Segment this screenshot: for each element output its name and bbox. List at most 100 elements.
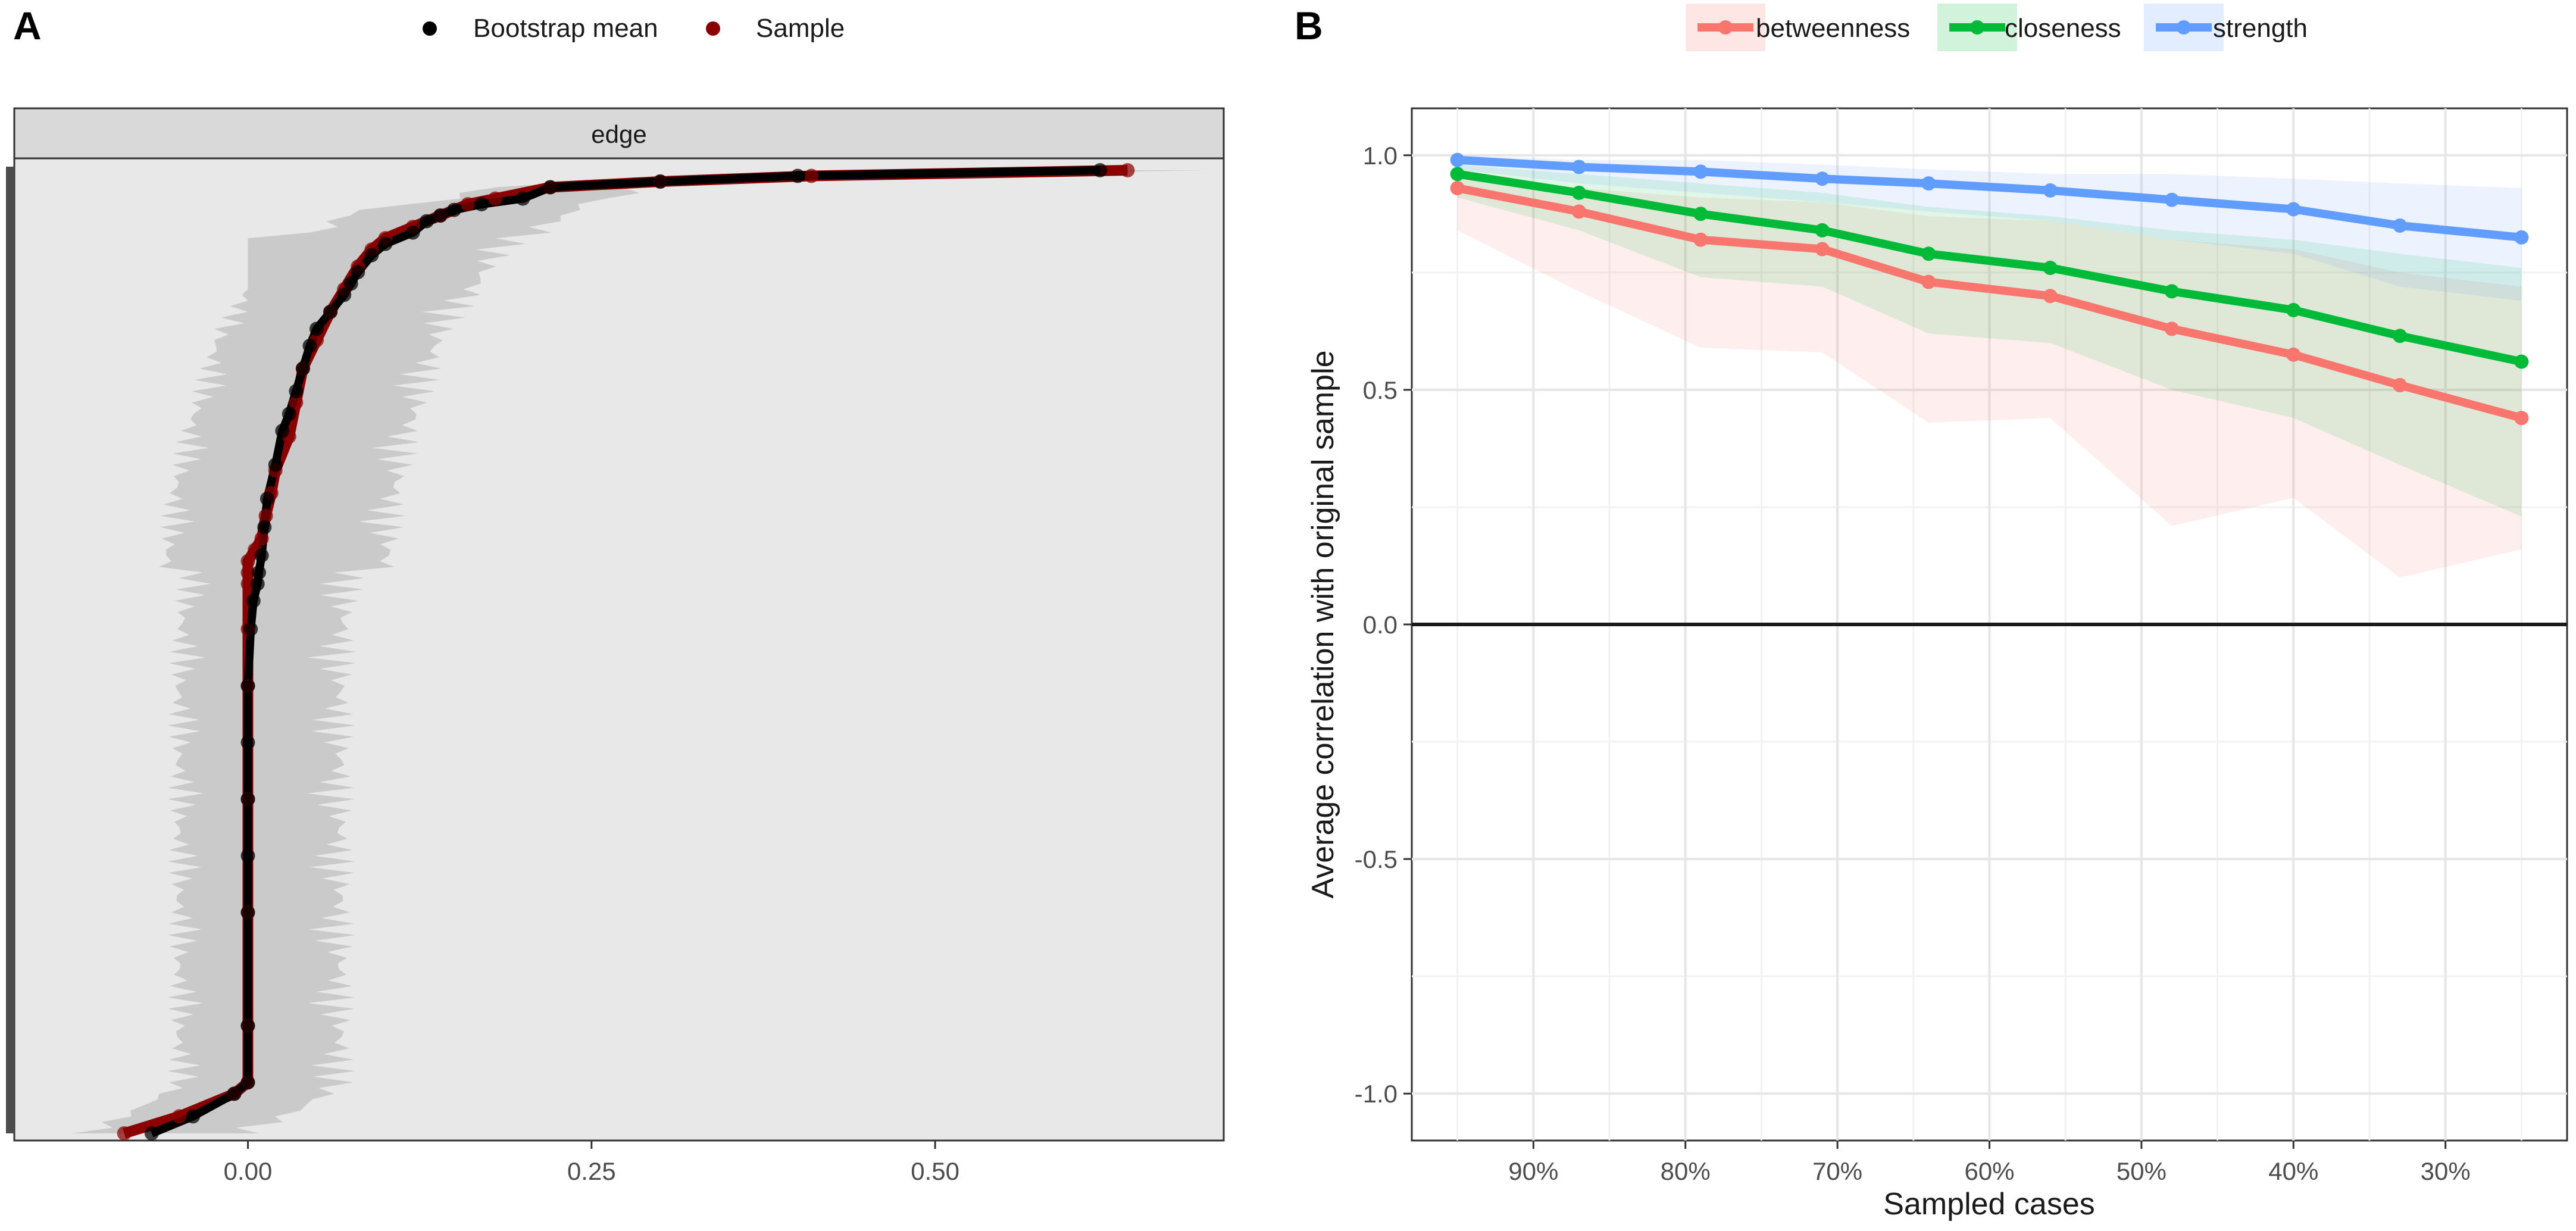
sample-point [240, 565, 255, 580]
legend-betweenness-label: betweenness [1756, 14, 1910, 43]
x-tick-label: 0.50 [911, 1157, 959, 1185]
sample-point [488, 191, 503, 206]
bootstrap-mean-point [310, 321, 324, 336]
x-tick-label: 60% [1964, 1157, 2014, 1185]
strength-point [2393, 218, 2408, 233]
sample-point [1120, 163, 1135, 177]
strength-point [2514, 230, 2529, 245]
panel-b-lines [1456, 155, 2523, 422]
bootstrap-mean-point [289, 384, 304, 399]
bootstrap-mean-point [282, 407, 296, 421]
panel-a-y-axis-bar [6, 167, 14, 1133]
panel-b-legend: betweenness closeness strength [1686, 4, 2308, 51]
betweenness-point [2043, 289, 2058, 304]
y-tick-label: 1.0 [1363, 142, 1398, 170]
y-tick-label: -0.5 [1355, 845, 1398, 873]
strength-line [1457, 155, 2522, 242]
strength-point [1921, 176, 1936, 191]
bootstrap-mean-point [337, 288, 352, 302]
panel-a-legend: Bootstrap mean Sample [423, 14, 845, 43]
bootstrap-mean-point [474, 197, 489, 212]
sample-point [258, 508, 273, 523]
bootstrap-mean-point [1093, 163, 1108, 177]
bootstrap-mean-point [405, 225, 420, 240]
y-tick-label: 0.0 [1363, 611, 1398, 639]
betweenness-point [1450, 181, 1465, 195]
bootstrap-mean-point [275, 423, 290, 438]
bootstrap-mean-point [323, 304, 338, 319]
betweenness-point [1571, 204, 1586, 219]
strength-point [1571, 160, 1586, 174]
bootstrap-mean-point [295, 361, 310, 376]
legend-sample-label: Sample [756, 14, 845, 43]
betweenness-line [1456, 184, 2523, 422]
betweenness-point [2165, 321, 2179, 336]
panel-b-x-axis-title: Sampled cases [1883, 1187, 2095, 1221]
strength-ci-band [1457, 155, 2522, 301]
bootstrap-mean-point [433, 208, 448, 223]
closeness-point [2043, 261, 2058, 275]
panel-a-strip-label: edge [591, 120, 646, 148]
betweenness-point [2286, 347, 2301, 362]
closeness-point [1693, 207, 1708, 221]
closeness-point [1921, 246, 1936, 261]
strength-point [2286, 202, 2301, 217]
betweenness-ci-band [1457, 174, 2522, 578]
closeness-point [2165, 284, 2179, 299]
sample-point [804, 168, 819, 183]
x-tick-label: 50% [2117, 1157, 2167, 1185]
closeness-point [2393, 329, 2408, 343]
panel-b-ci-bands [1457, 155, 2522, 578]
betweenness-point [2393, 378, 2408, 392]
bootstrap-mean-point [364, 248, 379, 263]
x-tick-label: 70% [1812, 1157, 1862, 1185]
bootstrap-mean-point [343, 276, 358, 291]
closeness-ci-band [1457, 164, 2522, 517]
x-tick-label: 80% [1661, 1157, 1711, 1185]
bootstrap-mean-point [260, 492, 274, 506]
sample-point [117, 1126, 132, 1141]
legend-strength-label: strength [2213, 14, 2308, 43]
panel-a-strip [13, 107, 1225, 160]
bootstrap-ci-band [71, 170, 1207, 1133]
bootstrap-mean-point [257, 520, 272, 535]
panel-a-letter: A [13, 4, 42, 48]
bootstrap-mean-point [246, 593, 261, 608]
y-tick-label: 0.5 [1363, 376, 1398, 404]
bootstrap-mean-point [227, 1086, 242, 1101]
bootstrap-mean-point [240, 679, 255, 693]
bootstrap-mean-point [653, 174, 668, 189]
bootstrap-mean-point [254, 548, 269, 563]
legend-bootstrap-marker [423, 21, 437, 36]
strength-point [1450, 152, 1465, 167]
x-tick-label: 40% [2268, 1157, 2318, 1185]
legend-strength-marker [2177, 20, 2191, 35]
bootstrap-mean-point [351, 265, 365, 280]
panel-a-x-axis: 0.00 0.25 0.50 [224, 1141, 959, 1185]
panel-a-points-layer [117, 163, 1135, 1141]
strength-point [1693, 164, 1708, 179]
panel-b-y-axis-title: Average correlation with original sample [1306, 350, 1340, 898]
strength-point [1815, 171, 1830, 186]
bootstrap-mean-point [419, 214, 434, 229]
closeness-point [2286, 302, 2301, 317]
bootstrap-mean-point [250, 576, 265, 591]
betweenness-point [1921, 274, 1936, 289]
strength-point [2165, 192, 2179, 207]
bootstrap-mean-point [240, 735, 255, 750]
bootstrap-mean-point [543, 180, 558, 195]
panel-b-points [1450, 152, 2529, 426]
x-tick-label: 0.25 [567, 1157, 616, 1185]
bootstrap-mean-point [302, 339, 317, 353]
bootstrap-mean-point [243, 621, 258, 636]
sample-point [289, 395, 304, 410]
sample-point [254, 531, 269, 546]
panel-b-letter: B [1295, 4, 1323, 48]
betweenness-point [1693, 232, 1708, 247]
sample-point [172, 1109, 187, 1124]
legend-closeness-label: closeness [2005, 14, 2121, 43]
panel-b-grid [1412, 108, 2567, 1141]
bootstrap-mean-point [240, 905, 255, 920]
bootstrap-mean-point [240, 792, 255, 807]
